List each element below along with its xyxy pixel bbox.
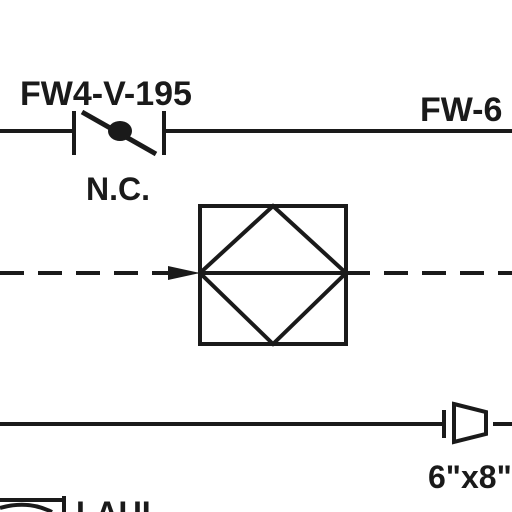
bottom-pipe-line <box>0 410 512 438</box>
flow-arrow-icon <box>168 266 200 280</box>
line-tag-label: FW-6 <box>420 91 502 129</box>
concentric-reducer-icon <box>452 401 488 445</box>
valve-state-label: N.C. <box>86 171 150 207</box>
valve-tag-label: FW4-V-195 <box>20 75 192 113</box>
diamond-in-square-icon <box>197 203 349 347</box>
bottom-left-partial-label: LAUL <box>76 495 161 512</box>
normally-closed-valve-icon <box>72 109 166 157</box>
reducer-size-label: 6"x8" <box>428 459 512 495</box>
partial-symbol-bottom-left <box>0 496 66 512</box>
